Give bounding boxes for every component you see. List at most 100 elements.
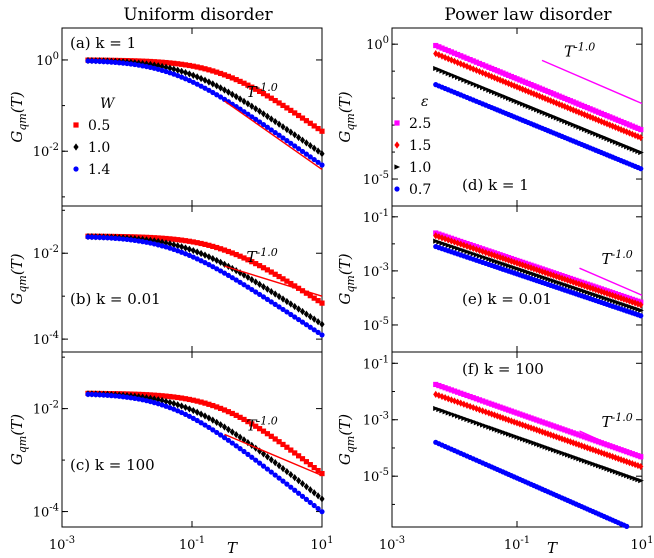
data-point [268,115,274,123]
panel-label-c: (c) k = 100 [70,456,155,474]
y-tick-label-c: 10-2 [33,400,59,418]
data-point [473,59,479,65]
data-point [548,90,554,96]
data-point [458,390,464,396]
data-point [284,138,290,144]
data-point [520,261,526,269]
data-point [581,434,588,440]
data-point [136,62,142,68]
data-point [104,392,111,398]
data-point [292,450,298,456]
panel-label-f: (f) k = 100 [462,360,544,378]
data-point [202,241,208,247]
data-point [476,83,483,89]
data-point [128,237,134,243]
data-point [433,42,439,49]
data-point [439,408,446,414]
data-point [257,447,263,455]
data-point [626,122,633,128]
x-tick-label-c: 101 [311,535,334,553]
data-point [505,407,512,413]
data-point [143,239,150,245]
data-point [464,78,471,84]
data-point [508,73,514,80]
data-point [595,439,602,445]
data-point [272,436,278,442]
data-point [467,79,474,86]
data-point [621,120,627,126]
data-point [610,115,616,121]
data-point [221,247,228,253]
data-point [245,82,251,88]
powerlaw-label-b: T-1.0 [247,246,278,266]
data-point [584,283,590,291]
y-axis-label-a: Gqm(T) [8,91,29,142]
data-point [280,102,286,109]
data-point [171,71,177,77]
data-point [601,119,607,127]
data-point [140,63,146,69]
series-d-1.5 [433,50,644,142]
data-point [503,71,509,77]
data-point [155,401,161,407]
data-point [542,87,548,93]
data-point [307,324,313,330]
data-point [229,428,235,436]
data-point [525,80,531,87]
data-point [167,240,173,248]
data-point [497,404,503,410]
data-point [319,320,325,328]
data-point [433,65,439,72]
powerlaw-guide-a [224,100,323,171]
data-point [299,493,306,499]
data-point [491,402,498,408]
data-point [483,423,489,429]
data-point [464,416,471,423]
data-point [467,57,473,63]
data-point [210,416,216,424]
data-point [245,100,251,108]
data-point [229,250,235,256]
data-point [253,116,259,122]
data-point [522,422,529,430]
data-point [272,459,278,467]
data-point [445,386,451,392]
data-point [260,91,267,97]
data-point [319,150,325,158]
data-point [245,439,251,447]
data-point [319,162,325,168]
data-point [171,406,177,412]
data-point [448,387,454,393]
data-point [210,80,216,88]
data-point [556,425,562,431]
data-point [225,409,231,415]
data-point [163,403,169,409]
data-point [179,402,185,410]
data-point [182,251,189,257]
data-point [268,95,274,101]
data-point [136,396,142,402]
data-point [159,393,165,399]
data-point [237,253,243,259]
data-point [635,300,641,308]
data-point [508,81,514,89]
data-point [221,270,228,276]
data-point [202,400,208,406]
data-point [548,422,554,428]
data-point [612,454,619,462]
data-point [522,86,529,94]
data-point [553,424,559,430]
data-point [455,413,461,419]
data-point [442,241,449,247]
y-tick-label-d: 100 [366,35,389,53]
data-point [280,306,286,313]
data-point [264,285,270,293]
y-axis-label-d: Gqm(T) [336,91,357,142]
data-point [210,427,216,433]
data-point [179,61,185,67]
y-tick-label-a: 100 [36,51,59,69]
data-point [116,236,122,242]
data-point [448,411,455,417]
data-point [534,426,540,434]
data-point [284,297,290,306]
